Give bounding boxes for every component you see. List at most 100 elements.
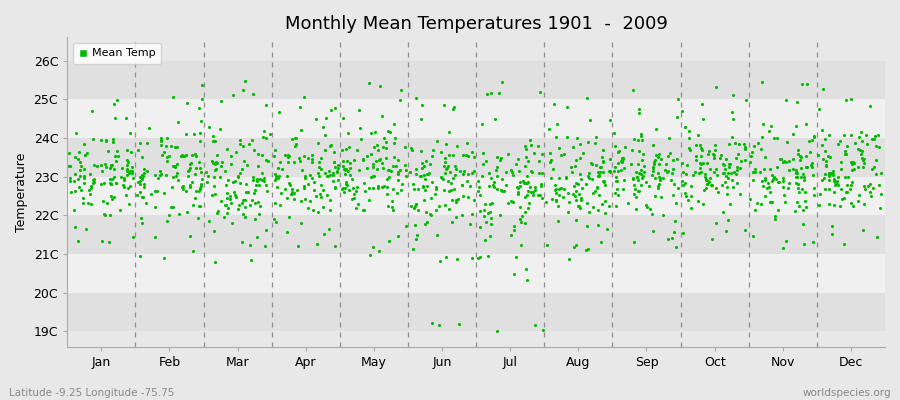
Point: [807, 185, 822, 191]
Point: [461, 153, 475, 159]
Point: [821, 153, 835, 160]
Point: [298, 196, 312, 202]
Point: [837, 195, 851, 202]
Point: [552, 186, 566, 192]
Point: [328, 164, 342, 170]
Point: [238, 189, 253, 195]
Point: [646, 161, 661, 167]
Point: [493, 187, 508, 194]
Point: [748, 168, 762, 175]
Point: [781, 185, 796, 191]
Point: [765, 178, 779, 184]
Point: [132, 189, 147, 196]
Point: [175, 184, 189, 191]
Point: [512, 204, 526, 210]
Point: [250, 176, 265, 182]
Point: [481, 252, 495, 259]
Point: [871, 132, 886, 138]
Point: [135, 194, 149, 201]
Point: [194, 185, 208, 191]
Point: [845, 167, 859, 173]
Point: [581, 138, 596, 145]
Point: [822, 171, 836, 178]
Point: [518, 162, 533, 169]
Point: [572, 155, 587, 162]
Point: [806, 239, 821, 245]
Point: [313, 191, 328, 198]
Point: [563, 164, 578, 170]
Point: [422, 170, 436, 176]
Point: [68, 130, 83, 136]
Point: [705, 236, 719, 242]
Point: [652, 174, 666, 180]
Point: [634, 167, 648, 174]
Point: [86, 176, 100, 183]
Point: [336, 158, 350, 164]
Point: [280, 195, 294, 201]
Point: [166, 173, 180, 180]
Point: [316, 124, 330, 130]
Point: [777, 192, 791, 198]
Point: [194, 96, 209, 102]
Point: [562, 256, 576, 262]
Point: [86, 136, 100, 143]
Point: [323, 197, 338, 204]
Point: [360, 165, 374, 171]
Point: [136, 173, 150, 179]
Point: [507, 227, 521, 233]
Point: [104, 193, 119, 200]
Point: [708, 166, 723, 172]
Point: [615, 154, 629, 161]
Point: [429, 184, 444, 190]
Point: [555, 193, 570, 200]
Point: [179, 188, 194, 194]
Point: [626, 175, 640, 181]
Point: [230, 194, 244, 201]
Bar: [68, 99, 885, 138]
Point: [646, 142, 661, 149]
Point: [744, 149, 759, 155]
Point: [148, 188, 162, 194]
Point: [680, 162, 694, 168]
Point: [77, 152, 92, 158]
Point: [796, 221, 810, 227]
Point: [518, 179, 532, 186]
Point: [793, 153, 807, 159]
Point: [226, 179, 240, 185]
Point: [758, 154, 772, 160]
Point: [646, 159, 661, 166]
Point: [297, 185, 311, 192]
Point: [755, 178, 770, 184]
Point: [471, 255, 485, 262]
Point: [683, 204, 698, 211]
Point: [520, 173, 535, 179]
Point: [98, 161, 112, 167]
Point: [445, 196, 459, 203]
Point: [767, 135, 781, 142]
Point: [459, 152, 473, 159]
Point: [717, 162, 732, 168]
Point: [385, 204, 400, 210]
Point: [154, 137, 168, 144]
Point: [490, 186, 504, 192]
Point: [666, 166, 680, 172]
Point: [718, 173, 733, 179]
Point: [287, 159, 302, 165]
Point: [696, 160, 710, 166]
Point: [456, 152, 471, 158]
Point: [259, 156, 274, 163]
Point: [726, 116, 741, 122]
Point: [406, 180, 420, 187]
Point: [696, 200, 710, 207]
Point: [519, 266, 534, 272]
Point: [235, 200, 249, 206]
Point: [734, 158, 749, 164]
Point: [330, 162, 345, 168]
Point: [719, 191, 733, 197]
Point: [569, 187, 583, 194]
Point: [208, 167, 222, 174]
Point: [371, 147, 385, 153]
Point: [717, 166, 732, 173]
Point: [441, 178, 455, 184]
Point: [629, 194, 643, 200]
